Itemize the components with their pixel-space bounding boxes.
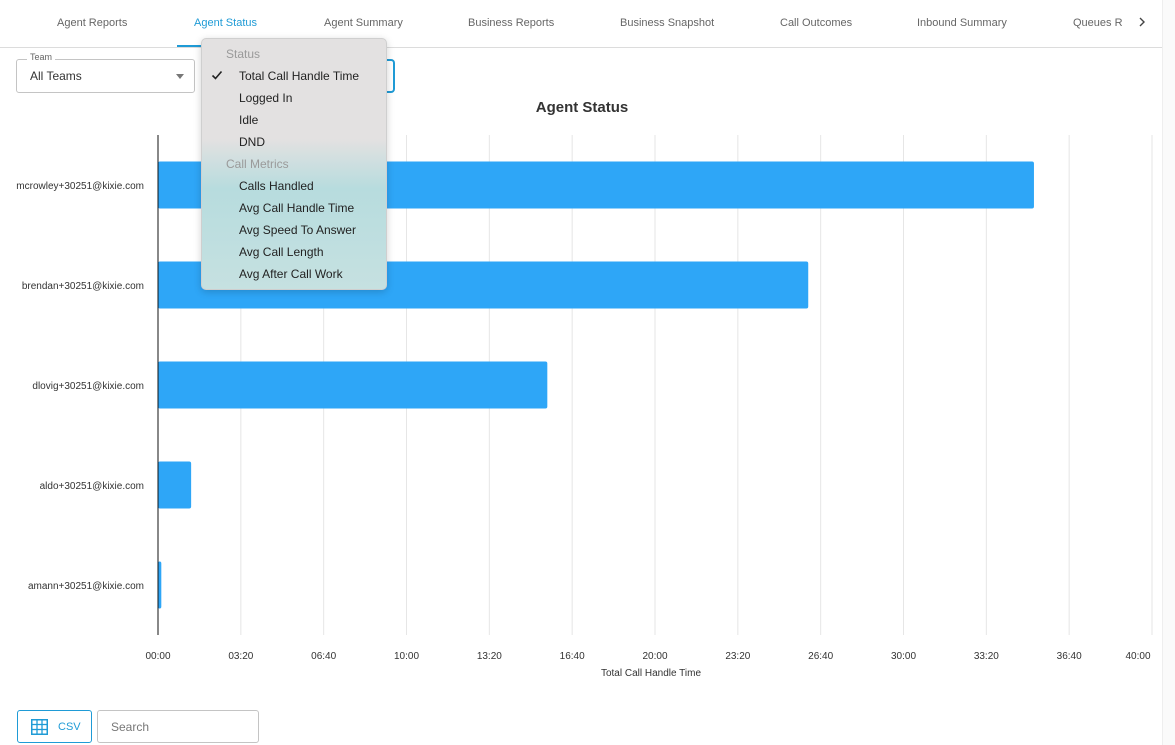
tab-call-outcomes[interactable]: Call Outcomes [780,17,853,29]
csv-button-label: CSV [58,721,81,733]
team-select-value: All Teams [30,69,82,83]
x-tick-label: 30:00 [891,651,916,662]
y-category-label: aldo+30251@kixie.com [40,481,144,492]
menu-header-status: Status [226,47,261,61]
csv-export-button[interactable]: CSV [17,710,92,743]
menu-header-call-metrics: Call Metrics [226,157,289,171]
tab-agent-reports[interactable]: Agent Reports [57,17,128,29]
tab-inbound-summary[interactable]: Inbound Summary [917,17,1007,29]
table-grid-icon [31,719,48,735]
x-tick-label: 06:40 [311,651,336,662]
menu-item-avg-speed-to-answer[interactable]: Avg Speed To Answer [239,223,356,237]
chart-bar [158,561,162,609]
chart-bar [158,461,192,509]
tab-agent-status[interactable]: Agent Status [194,17,257,29]
metric-dropdown-menu: Status Total Call Handle Time Logged In … [201,38,387,290]
menu-item-total-call-handle-time[interactable]: Total Call Handle Time [239,69,360,83]
tab-queues-report[interactable]: Queues R [1073,17,1123,29]
x-tick-label: 33:20 [974,651,999,662]
x-tick-label: 23:20 [725,651,750,662]
x-tick-label: 13:20 [477,651,502,662]
x-tick-label: 03:20 [228,651,253,662]
chart-title: Agent Status [535,99,629,116]
menu-item-dnd[interactable]: DND [239,135,265,149]
chevron-right-icon[interactable] [1132,14,1152,34]
x-tick-label: 36:40 [1057,651,1082,662]
tab-business-reports[interactable]: Business Reports [468,17,555,29]
menu-item-idle[interactable]: Idle [239,113,259,127]
y-category-label: mcrowley+30251@kixie.com [16,181,144,192]
x-axis-label: Total Call Handle Time [601,668,701,679]
x-tick-label: 26:40 [808,651,833,662]
menu-item-avg-call-handle-time[interactable]: Avg Call Handle Time [239,201,355,215]
x-tick-label: 40:00 [1125,651,1150,662]
report-tabs: Agent Reports Agent Status Agent Summary… [0,0,1162,48]
y-category-label: amann+30251@kixie.com [28,581,144,592]
search-input[interactable] [97,710,259,743]
x-tick-label: 10:00 [394,651,419,662]
y-category-label: dlovig+30251@kixie.com [32,381,144,392]
caret-down-icon [176,74,184,79]
x-tick-label: 00:00 [145,651,170,662]
agent-status-chart: 00:00 03:20 06:40 10:00 13:20 16:40 20:00 23:20… [16,135,1153,679]
menu-item-avg-call-length[interactable]: Avg Call Length [239,245,324,259]
menu-item-avg-after-call-work[interactable]: Avg After Call Work [239,267,343,281]
x-tick-label: 20:00 [642,651,667,662]
team-select-label: Team [27,52,56,62]
x-tick-label: 16:40 [560,651,585,662]
checkmark-icon [211,69,223,84]
menu-item-logged-in[interactable]: Logged In [239,91,293,105]
chart-bar [158,361,548,409]
tab-business-snapshot[interactable]: Business Snapshot [620,17,715,29]
menu-item-calls-handled[interactable]: Calls Handled [239,179,314,193]
tab-agent-summary[interactable]: Agent Summary [324,17,403,29]
page-scrollbar[interactable] [1162,0,1175,745]
team-select[interactable]: Team All Teams [16,52,195,93]
y-category-label: brendan+30251@kixie.com [22,281,144,292]
